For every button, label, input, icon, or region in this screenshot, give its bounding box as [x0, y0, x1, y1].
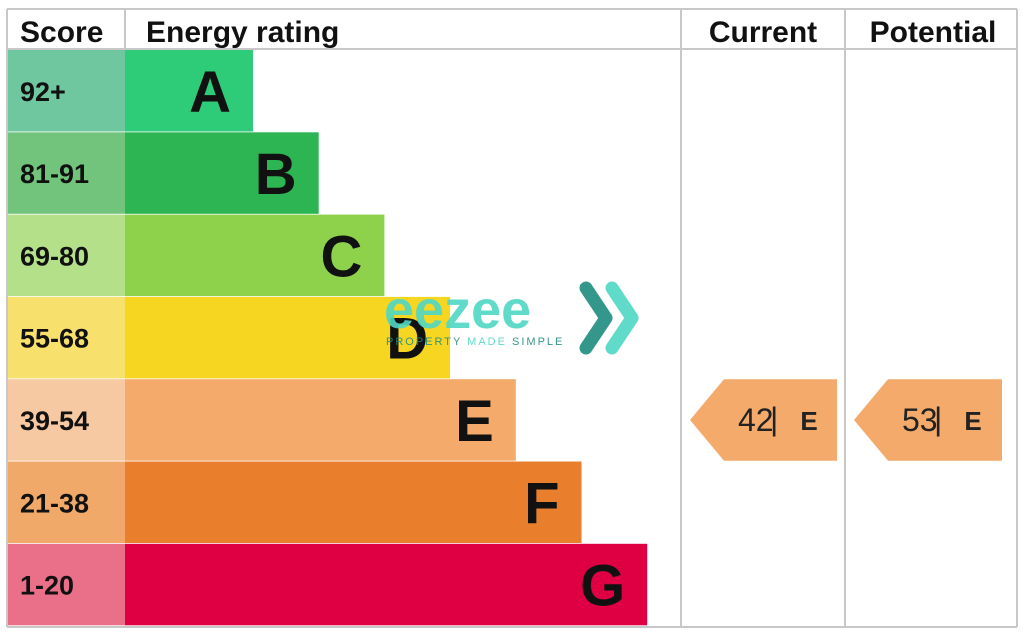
rating-bar-c [125, 214, 385, 297]
rating-bar-e [125, 379, 516, 461]
rating-bar-d [125, 296, 451, 379]
potential-rating-separator: | [934, 401, 942, 437]
rating-bar-a [125, 50, 253, 132]
rating-letter-a: A [189, 60, 231, 125]
watermark-tagline: PROPERTY MADE SIMPLE [386, 336, 564, 348]
score-cell-g [7, 543, 125, 626]
rating-bar-b [125, 132, 319, 214]
potential-rating-arrow [854, 379, 1002, 461]
watermark-chevron-icon-2 [605, 281, 639, 355]
score-label-a: 92+ [20, 77, 66, 107]
current-rating-value: 42 [738, 402, 774, 438]
rating-letter-c: C [321, 224, 363, 289]
rating-letter-e: E [455, 389, 494, 454]
score-label-f: 21-38 [20, 488, 89, 518]
watermark-chevron-icon [579, 281, 613, 355]
score-label-e: 39-54 [20, 406, 89, 436]
rating-letter-g: G [580, 554, 625, 619]
score-cell-c [7, 214, 125, 297]
rating-bar-g [125, 543, 648, 626]
current-rating-letter: E [800, 406, 817, 436]
score-cell-f [7, 461, 125, 543]
rating-bar-f [125, 461, 582, 543]
score-label-g: 1-20 [20, 571, 74, 601]
header-score: Score [20, 16, 103, 49]
score-label-d: 55-68 [20, 324, 89, 354]
header-current: Current [709, 16, 817, 49]
potential-rating-value: 53 [902, 402, 938, 438]
header-energy-rating: Energy rating [146, 16, 339, 49]
score-cell-a [7, 50, 125, 132]
potential-rating-letter: E [964, 406, 981, 436]
watermark-brand: eezee [384, 280, 531, 340]
rating-letter-d: D [386, 307, 428, 372]
score-label-b: 81-91 [20, 159, 89, 189]
header-potential: Potential [870, 16, 997, 49]
score-cell-d [7, 296, 125, 379]
current-rating-arrow [690, 379, 837, 461]
score-cell-b [7, 132, 125, 214]
current-rating-separator: | [770, 401, 778, 437]
rating-letter-f: F [524, 471, 559, 536]
score-label-c: 69-80 [20, 241, 89, 271]
rating-letter-b: B [255, 142, 297, 207]
score-cell-e [7, 379, 125, 461]
